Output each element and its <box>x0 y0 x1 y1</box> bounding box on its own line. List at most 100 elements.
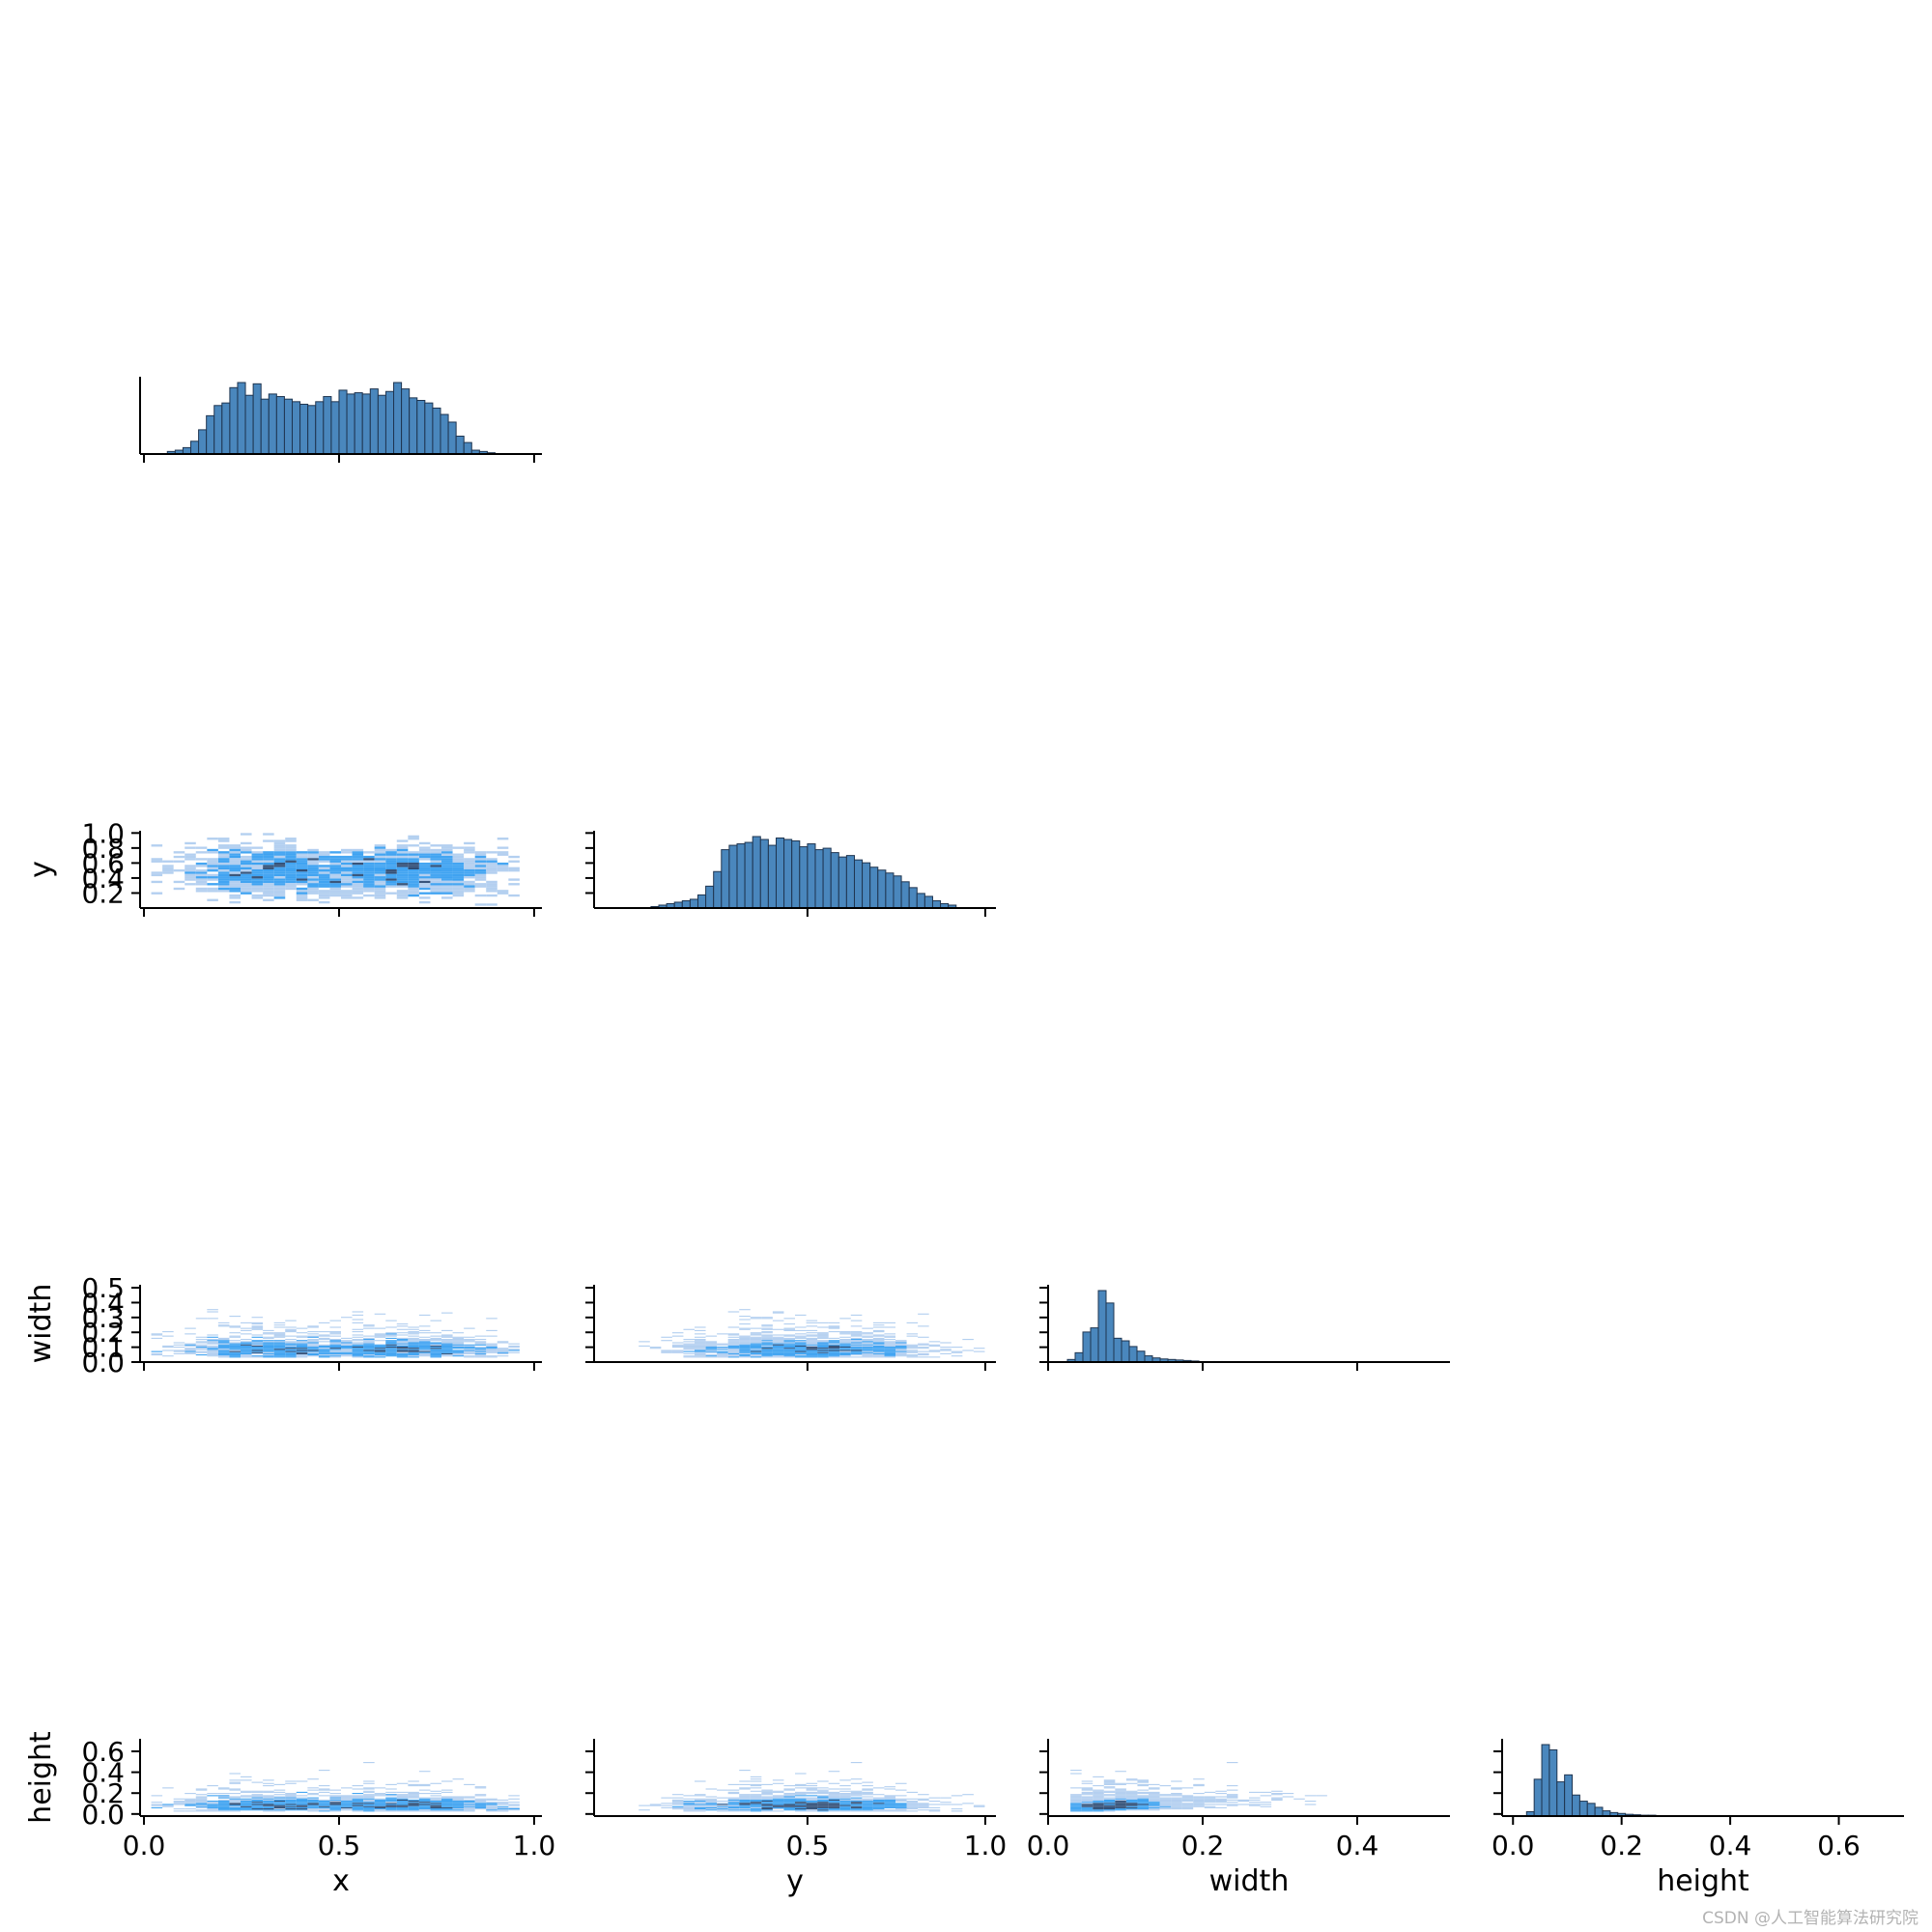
heat-cell <box>363 1806 375 1808</box>
heat-cell <box>452 1778 465 1780</box>
heat-cell <box>727 1803 740 1804</box>
hist-bar-y <box>752 836 761 909</box>
heat-cell <box>761 1794 773 1796</box>
y-tick-label: 0.2 <box>81 1317 125 1349</box>
heat-cell <box>464 885 475 888</box>
heat-cell <box>761 1355 773 1357</box>
heat-cell <box>185 1804 196 1806</box>
heat-cell <box>408 1804 419 1806</box>
heat-cell <box>862 1344 873 1346</box>
heat-cell <box>341 1808 353 1810</box>
heat-cell <box>173 855 185 859</box>
heat-cell <box>263 894 274 897</box>
heat-cell <box>408 1793 419 1795</box>
heat-cell <box>195 846 208 849</box>
heat-cell <box>1137 1783 1149 1785</box>
heat-cell <box>839 1349 851 1350</box>
heat-cell <box>828 1345 840 1347</box>
heat-cell <box>951 1351 963 1353</box>
heat-cell <box>207 1341 218 1343</box>
heat-cell <box>207 878 218 881</box>
heat-cell <box>363 1797 375 1799</box>
heat-cell <box>727 1311 740 1313</box>
heat-cell <box>452 873 465 877</box>
heat-cell <box>296 1341 308 1343</box>
heat-cell <box>783 1808 795 1810</box>
heat-cell <box>850 1333 863 1335</box>
heat-cell <box>862 1341 873 1343</box>
heat-cell <box>661 1806 672 1808</box>
heat-cell <box>739 1319 751 1321</box>
heat-cell <box>761 1810 773 1812</box>
heat-cell <box>273 860 286 863</box>
heat-cell <box>418 883 431 886</box>
heat-cell <box>806 1348 818 1350</box>
heat-cell <box>1103 1794 1116 1796</box>
heat-cell <box>418 885 431 888</box>
heat-cell <box>750 1803 762 1804</box>
heat-cell <box>195 887 208 891</box>
heat-cell <box>241 1809 252 1811</box>
heat-cell <box>671 1342 684 1344</box>
heat-cell <box>1215 1796 1227 1798</box>
heat-cell <box>341 1354 353 1356</box>
heat-cell <box>162 1805 174 1807</box>
heat-cell <box>1149 1791 1160 1793</box>
heat-cell <box>263 1341 274 1343</box>
heat-cell <box>850 1325 863 1327</box>
heat-cell <box>185 871 196 874</box>
heat-cell <box>727 1810 740 1812</box>
heat-cell <box>817 1349 829 1350</box>
heat-cell <box>806 1342 818 1344</box>
heat-cell <box>273 862 286 866</box>
heat-cell <box>671 1801 684 1803</box>
heat-cell <box>418 1808 431 1810</box>
heat-cell <box>285 1339 297 1341</box>
heat-cell <box>374 896 386 899</box>
heat-cell <box>207 1351 218 1353</box>
heat-cell <box>486 871 497 874</box>
heat-cell <box>1226 1785 1238 1787</box>
heat-cell <box>1159 1798 1172 1800</box>
heat-cell <box>285 1796 297 1798</box>
heat-cell <box>671 1806 684 1808</box>
heat-cell <box>884 1350 895 1352</box>
heat-cell <box>1070 1806 1082 1808</box>
heat-cell <box>497 853 509 856</box>
heat-cell <box>273 1334 286 1336</box>
heat-cell <box>850 1351 863 1353</box>
heat-cell <box>352 1349 364 1350</box>
heat-cell <box>408 844 419 847</box>
heat-cell <box>750 1795 762 1797</box>
heat-cell <box>783 1345 795 1347</box>
heat-cell <box>441 1352 453 1354</box>
heat-cell <box>352 1319 364 1321</box>
heat-cell <box>452 894 465 897</box>
heat-cell <box>464 1351 475 1353</box>
heat-cell <box>441 1342 453 1344</box>
heat-cell <box>727 1797 740 1799</box>
heat-cell <box>695 1354 706 1356</box>
heat-cell <box>872 1808 885 1810</box>
hist-bar-y <box>728 844 738 909</box>
heat-cell <box>452 1801 465 1803</box>
heat-cell <box>671 1347 684 1349</box>
heat-cell <box>241 1329 252 1331</box>
heat-cell <box>329 1347 341 1349</box>
heat-cell <box>273 865 286 867</box>
heat-cell <box>817 1793 829 1795</box>
heat-cell <box>862 1805 873 1807</box>
heat-cell <box>1081 1780 1094 1782</box>
heat-cell <box>705 1801 718 1803</box>
heat-cell <box>872 1352 885 1354</box>
heat-cell <box>872 1354 885 1356</box>
heat-cell <box>185 1327 196 1329</box>
heat-cell <box>217 1347 230 1349</box>
heat-cell <box>341 1317 353 1319</box>
heat-cell <box>795 1352 807 1354</box>
heat-cell <box>241 885 252 888</box>
hist-bar-y <box>862 862 871 909</box>
heat-cell <box>817 1332 829 1334</box>
heat-cell <box>828 1798 840 1800</box>
heat-cell <box>162 1787 174 1789</box>
